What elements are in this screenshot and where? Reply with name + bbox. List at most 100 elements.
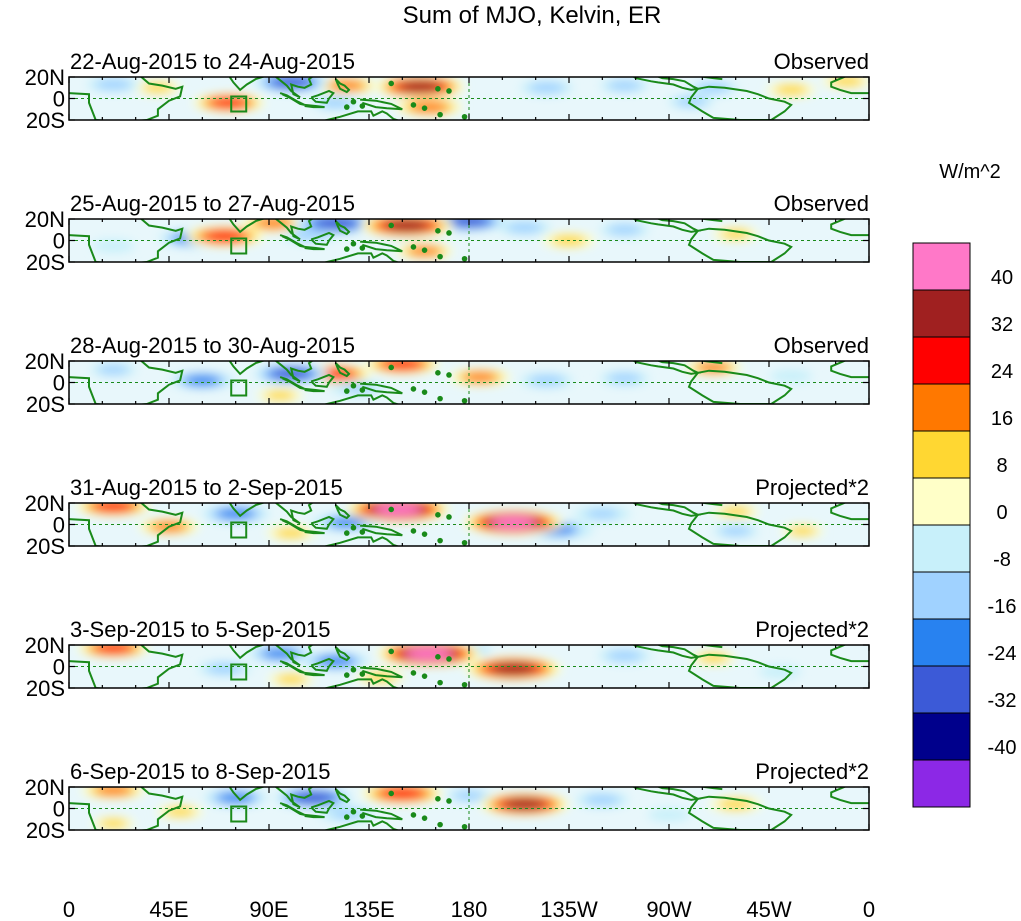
anomaly-field	[90, 361, 813, 403]
island-dot	[359, 813, 366, 819]
anomaly-mark	[95, 645, 132, 654]
colorbar-swatch	[912, 524, 971, 573]
coastline-segment	[687, 653, 793, 688]
anomaly-mark	[697, 362, 730, 373]
colorbar-level-label: -32	[988, 690, 1017, 712]
island-dot	[350, 808, 357, 815]
coastline-segment	[632, 219, 702, 233]
island-dot	[446, 88, 452, 94]
coastline-segment	[830, 503, 869, 521]
region-box	[230, 521, 248, 539]
anomaly-mark	[99, 241, 128, 251]
y-tick-label: 20S	[26, 818, 65, 843]
island-dot	[388, 364, 395, 371]
x-tick-label: 45W	[746, 897, 791, 921]
coastline-segment	[322, 110, 400, 120]
coastline-segment	[228, 503, 266, 518]
island-dot	[410, 244, 417, 250]
panel-type-label: Projected*2	[755, 759, 869, 784]
coastline-segment	[830, 645, 869, 663]
anomaly-mark	[490, 516, 537, 529]
coastline-segment	[632, 77, 702, 91]
y-tick-label: 20S	[26, 108, 65, 133]
island-dot	[350, 666, 357, 673]
island-dot	[437, 537, 443, 544]
anomaly-mark	[99, 819, 128, 829]
x-tick-label: 135E	[343, 897, 394, 921]
island-dot	[446, 798, 452, 804]
panel-type-label: Observed	[774, 333, 869, 358]
coastline-segment	[304, 813, 325, 819]
island-dot	[446, 230, 452, 236]
island-dot	[437, 253, 443, 260]
anomaly-mark	[506, 222, 543, 233]
anomaly-mark	[184, 375, 221, 386]
coastline-segment	[310, 657, 335, 672]
panel-type-label: Observed	[774, 49, 869, 74]
anomaly-mark	[95, 79, 132, 90]
coastline-segment	[310, 373, 335, 388]
anomaly-mark	[528, 375, 565, 386]
map-panel: 3-Sep-2015 to 5-Sep-2015 Projected*2 20N02…	[25, 617, 870, 701]
island-dot	[343, 530, 350, 536]
y-tick-label: 20N	[25, 349, 65, 374]
coastline-segment	[304, 245, 325, 251]
x-tick-label: 135W	[540, 897, 598, 921]
island-dot	[435, 228, 441, 234]
coastline-segment	[632, 787, 702, 801]
island-dot	[343, 246, 350, 252]
map-panel: 28-Aug-2015 to 30-Aug-2015 Observed 20N020…	[25, 333, 870, 417]
panel-type-label: Projected*2	[755, 617, 869, 642]
coastline-segment	[228, 787, 266, 802]
x-tick-label: 90W	[646, 897, 691, 921]
coastline-segment	[274, 645, 314, 667]
x-tick-label: 0	[863, 897, 875, 921]
colorbar-level-label: 24	[991, 361, 1013, 383]
coastline-segment	[830, 787, 869, 805]
island-dot	[421, 105, 428, 111]
island-dot	[350, 524, 357, 531]
island-dot	[437, 395, 443, 402]
colorbar-level-label: 32	[991, 314, 1013, 336]
island-dot	[421, 531, 428, 537]
colorbar-level-label: 40	[991, 267, 1013, 289]
island-dot	[359, 245, 366, 251]
colorbar-swatch	[912, 759, 971, 808]
coastline-segment	[228, 645, 266, 660]
anomaly-mark	[788, 526, 817, 536]
anomaly-mark	[405, 647, 453, 660]
panel-date-label: 3-Sep-2015 to 5-Sep-2015	[70, 617, 331, 642]
island-dot	[410, 812, 417, 818]
anomaly-mark	[264, 390, 296, 401]
coastline-segment	[322, 252, 400, 262]
coastline-segment	[334, 78, 351, 94]
anomaly-mark	[584, 794, 621, 806]
y-tick-label: 20S	[26, 676, 65, 701]
island-dot	[421, 673, 428, 679]
coastline-segment	[310, 515, 335, 530]
anomaly-mark	[97, 364, 129, 375]
anomaly-mark	[720, 526, 752, 536]
coastline-segment	[632, 503, 702, 517]
coastline-segment	[632, 645, 702, 659]
coastline-segment	[69, 361, 184, 404]
coastline-segment	[69, 77, 184, 120]
anomaly-mark	[314, 219, 357, 230]
y-tick-label: 0	[53, 229, 65, 254]
coastline-segment	[228, 361, 266, 376]
coastline-segment	[334, 646, 351, 662]
y-tick-label: 20S	[26, 534, 65, 559]
coastline-segment	[687, 511, 793, 546]
island-dot	[350, 98, 357, 105]
y-tick-label: 0	[53, 655, 65, 680]
coastline-segment	[304, 671, 325, 677]
island-dot	[410, 102, 417, 108]
island-dot	[421, 247, 428, 253]
anomaly-mark	[142, 82, 174, 93]
island-dot	[461, 255, 468, 262]
island-dot	[435, 370, 441, 376]
coastline-segment	[304, 103, 325, 109]
map-field	[69, 645, 869, 688]
panel-date-label: 22-Aug-2015 to 24-Aug-2015	[70, 49, 355, 74]
